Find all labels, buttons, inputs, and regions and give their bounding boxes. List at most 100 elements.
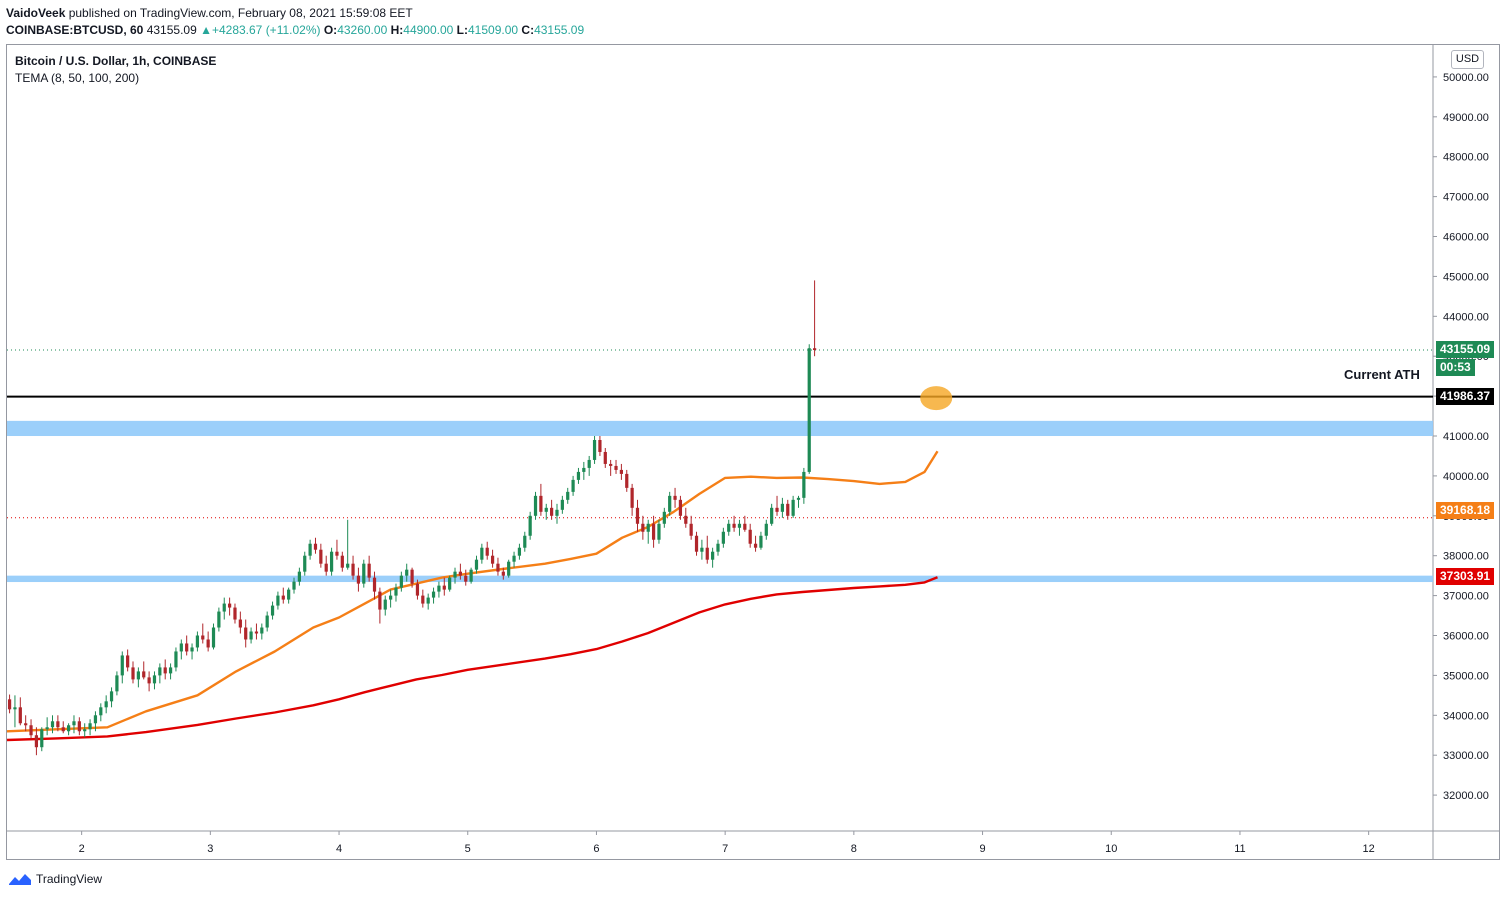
candle-body — [287, 589, 291, 600]
candle-body — [490, 555, 495, 564]
candle-body — [281, 595, 285, 600]
symbol-label: COINBASE:BTCUSD, 60 — [6, 23, 144, 37]
candle-body — [807, 348, 811, 472]
publish-header: VaidoVeek published on TradingView.com, … — [6, 5, 584, 38]
candle-body — [635, 507, 640, 524]
candle-body — [517, 547, 522, 556]
x-tick-label: 11 — [1234, 843, 1245, 855]
x-tick-label: 4 — [336, 843, 342, 855]
candle-body — [426, 597, 430, 604]
candle-body — [372, 577, 377, 592]
candle-body — [185, 643, 189, 652]
candle-body — [705, 547, 709, 560]
candle-body — [7, 699, 12, 710]
ath-price-tag: 41986.37 — [1436, 387, 1495, 405]
candle-body — [727, 523, 731, 532]
currency-button[interactable]: USD — [1451, 50, 1484, 69]
candle-body — [748, 529, 752, 544]
candle-body — [684, 515, 688, 524]
candle-body — [249, 631, 253, 640]
candle-body — [201, 635, 205, 640]
candle-body — [415, 583, 420, 596]
candle-body — [555, 509, 559, 516]
candle-body — [732, 523, 736, 528]
y-tick-label: 49000.00 — [1443, 112, 1489, 124]
candle-body — [576, 471, 581, 480]
candle-body — [651, 523, 656, 540]
candle-body — [630, 487, 634, 508]
candle-body — [378, 591, 382, 610]
candle-body — [641, 523, 645, 532]
candle-body — [217, 611, 221, 628]
candle-body — [743, 523, 747, 530]
legend-indicator[interactable]: TEMA (8, 50, 100, 200) — [15, 71, 140, 85]
candle-body — [34, 735, 39, 748]
candle-body — [662, 511, 666, 524]
candle-body — [270, 605, 275, 616]
candle-body — [507, 561, 511, 576]
candle-body — [389, 595, 393, 600]
y-tick-label: 47000.00 — [1443, 192, 1489, 204]
candle-body — [775, 507, 779, 512]
publish-line: VaidoVeek published on TradingView.com, … — [6, 5, 584, 21]
candle-body — [335, 551, 339, 556]
footer-brand[interactable]: TradingView — [8, 872, 102, 886]
candle-body — [40, 729, 44, 748]
x-tick-label: 3 — [207, 843, 213, 855]
author-name[interactable]: VaidoVeek — [6, 6, 66, 20]
candle-body — [560, 499, 564, 510]
y-tick-label: 37000.00 — [1443, 591, 1489, 603]
candle-body — [158, 667, 162, 676]
candle-body — [437, 585, 441, 592]
candle-body — [367, 563, 371, 578]
y-tick-label: 48000.00 — [1443, 152, 1489, 164]
candle-body — [109, 691, 114, 702]
last-price-value: 43155.09 — [143, 23, 201, 37]
candle-body — [657, 523, 661, 540]
candle-body — [222, 603, 226, 612]
candle-body — [539, 495, 543, 512]
y-tick-label: 38000.00 — [1443, 551, 1489, 563]
candle-body — [405, 569, 409, 576]
brand-label: TradingView — [36, 872, 103, 886]
x-tick-label: 7 — [722, 843, 728, 855]
candle-body — [244, 627, 248, 640]
candle-body — [356, 575, 361, 584]
ohlc-line: COINBASE:BTCUSD, 60 43155.09 ▲+4283.67 (… — [6, 22, 584, 38]
candle-body — [93, 715, 98, 724]
open-value: 43260.00 — [337, 23, 388, 37]
y-tick-label: 32000.00 — [1443, 790, 1489, 802]
x-tick-label: 2 — [79, 843, 85, 855]
candle-body — [276, 595, 280, 606]
candle-body — [83, 729, 87, 732]
candle-body — [780, 503, 785, 512]
candle-body — [362, 563, 366, 584]
y-tick-label: 33000.00 — [1443, 750, 1489, 762]
candle-body — [195, 635, 200, 648]
candle-body — [678, 499, 683, 516]
candle-body — [233, 607, 237, 620]
tema-red-price-tag: 37303.91 — [1436, 568, 1495, 586]
candle-body — [453, 571, 457, 578]
candle-body — [464, 575, 468, 582]
candle-body — [50, 721, 55, 728]
candle-body — [582, 467, 586, 472]
candle-body — [533, 495, 538, 516]
published-text: published on TradingView.com, February 0… — [65, 6, 413, 20]
last-price-tag: 43155.09 — [1436, 341, 1495, 359]
candle-body — [99, 707, 103, 716]
chart-frame — [6, 44, 1500, 860]
candle-body — [29, 725, 33, 736]
candle-body — [18, 707, 22, 724]
candle-body — [346, 563, 350, 568]
candle-body — [759, 535, 763, 548]
legend-title[interactable]: Bitcoin / U.S. Dollar, 1h, COINBASE — [15, 54, 217, 68]
candle-body — [614, 465, 618, 470]
candle-body — [313, 543, 318, 550]
candle-body — [523, 535, 527, 548]
y-tick-label: 44000.00 — [1443, 311, 1489, 323]
candle-body — [469, 569, 473, 582]
candle-body — [421, 595, 425, 604]
tradingview-logo-icon — [9, 874, 31, 885]
